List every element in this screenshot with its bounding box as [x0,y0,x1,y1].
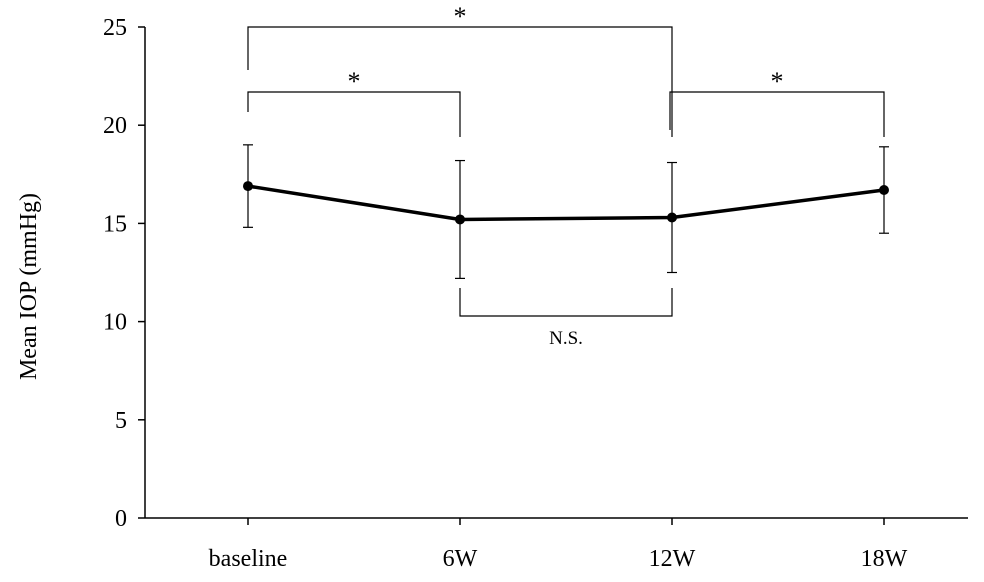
x-tick-label-6w: 6W [443,546,478,572]
x-tick-label-12w: 12W [649,546,696,572]
series [243,144,889,279]
series-line [247,184,885,222]
bracket-line [459,288,673,317]
bracket-line [669,91,885,137]
y-axis-ticks: 0 5 10 15 20 25 [103,15,145,532]
bracket-baseline-6w: * [247,67,461,137]
bracket-line [247,91,461,137]
bracket-baseline-12w: * [247,2,673,137]
y-tick-label: 5 [115,408,127,434]
data-point-6w [455,214,465,225]
data-point-baseline [243,181,253,192]
bracket-line [247,26,673,137]
data-point-18w [879,185,889,196]
x-tick-label-baseline: baseline [209,546,288,572]
significance-label: * [771,67,784,96]
x-axis-ticks: baseline 6W 12W 18W [209,518,908,572]
y-tick-label: 0 [115,506,127,532]
bracket-6w-12w: N.S. [459,288,673,349]
significance-label: * [454,2,467,31]
x-tick-label-18w: 18W [861,546,908,572]
y-axis-title: Mean IOP (mmHg) [16,193,42,380]
axes [144,27,968,519]
y-tick-label: 20 [103,113,127,139]
significance-brackets: * * * N.S. [247,2,885,349]
bracket-12w-18w: * [669,67,885,137]
data-point-12w [667,212,677,223]
y-tick-label: 10 [103,310,127,336]
not-significant-label: N.S. [549,328,583,349]
significance-label: * [348,67,361,96]
y-tick-label: 25 [103,15,127,41]
y-tick-label: 15 [103,211,127,237]
